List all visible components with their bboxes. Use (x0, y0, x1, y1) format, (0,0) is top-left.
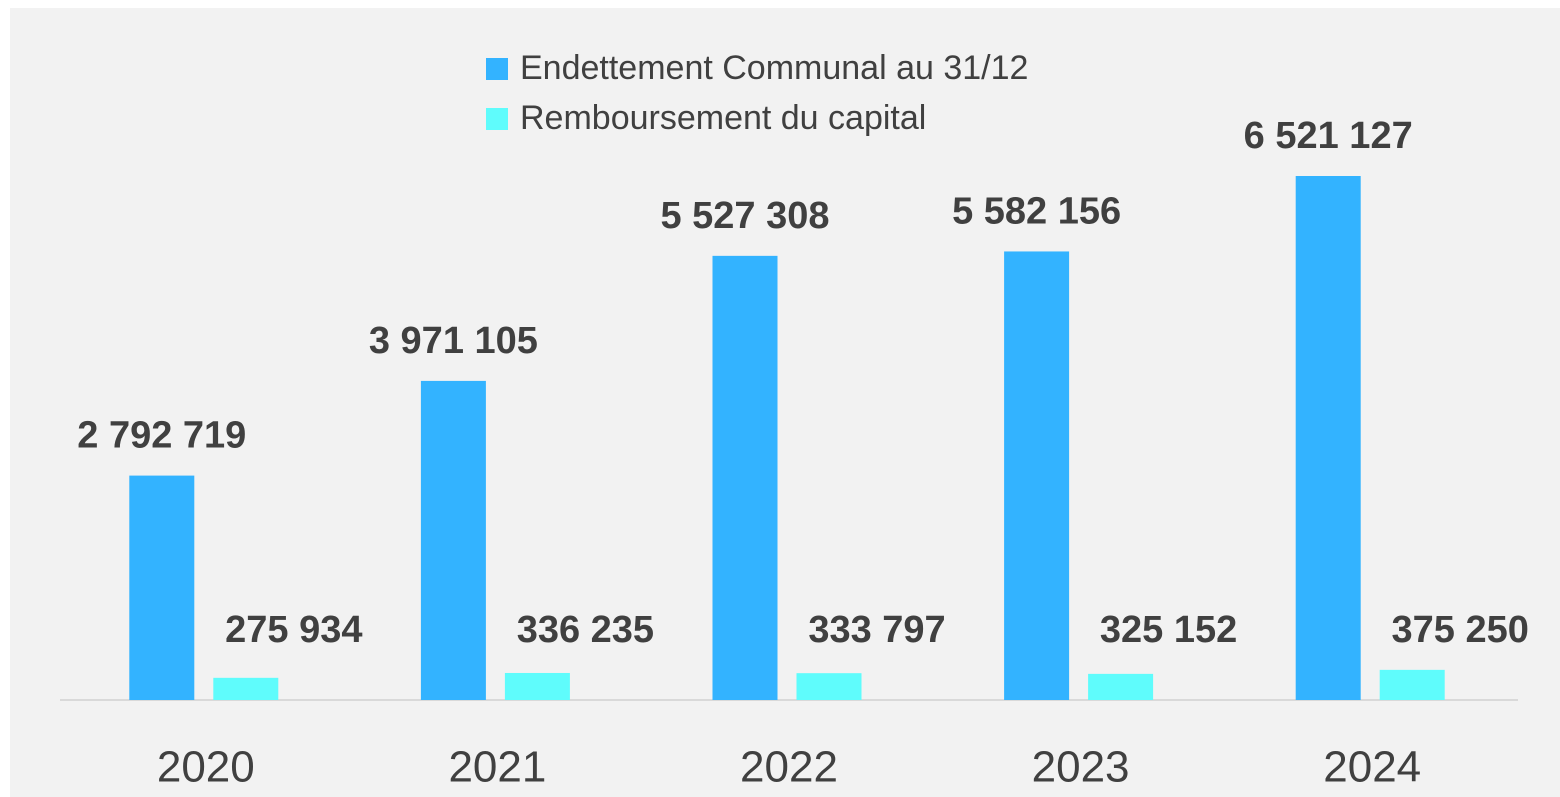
data-label: 333 797 (808, 609, 945, 651)
x-tick-label: 2021 (448, 743, 546, 792)
data-label: 275 934 (225, 609, 362, 651)
bar (712, 255, 778, 700)
bar (213, 677, 279, 700)
bar (1004, 251, 1070, 701)
bar (796, 673, 862, 700)
x-tick-label: 2024 (1323, 743, 1421, 792)
x-tick-label: 2020 (157, 743, 255, 792)
bar (420, 380, 486, 700)
data-label: 5 582 156 (952, 190, 1121, 232)
data-label: 2 792 719 (77, 415, 246, 457)
bar (504, 672, 570, 700)
data-label: 325 152 (1100, 609, 1237, 651)
data-label: 375 250 (1392, 609, 1529, 651)
bar (1295, 176, 1361, 700)
legend-swatch (486, 108, 508, 130)
legend-label: Remboursement du capital (520, 99, 926, 137)
legend-label: Endettement Communal au 31/12 (520, 49, 1028, 87)
data-label: 5 527 308 (660, 195, 829, 237)
data-label: 336 235 (517, 609, 654, 651)
bar (1088, 673, 1154, 700)
x-tick-label: 2022 (740, 743, 838, 792)
bar (1379, 669, 1445, 700)
x-tick-label: 2023 (1032, 743, 1130, 792)
legend-swatch (486, 58, 508, 80)
bar (129, 475, 195, 700)
data-label: 3 971 105 (369, 320, 538, 362)
data-label: 6 521 127 (1244, 115, 1413, 157)
